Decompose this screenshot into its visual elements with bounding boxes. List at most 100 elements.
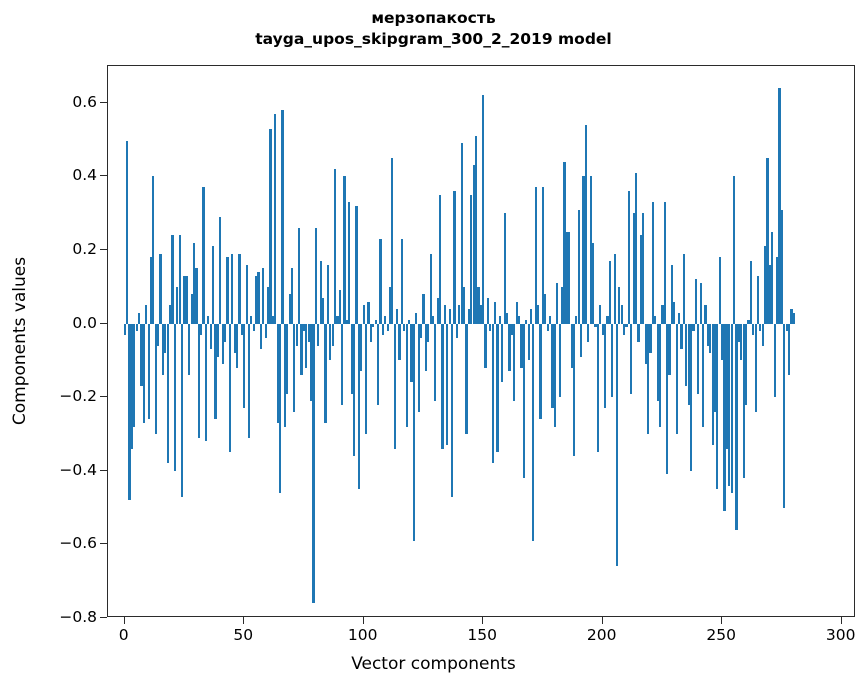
- bar: [200, 323, 203, 335]
- bar: [553, 323, 556, 427]
- bar: [269, 128, 272, 324]
- x-tick-label: 150: [467, 626, 497, 644]
- bar: [754, 323, 757, 412]
- bar: [735, 323, 738, 530]
- bar: [580, 323, 583, 357]
- bar: [142, 323, 145, 423]
- bar: [527, 323, 530, 361]
- y-tick-label: 0.6: [72, 92, 97, 111]
- bar: [680, 323, 683, 350]
- bar: [749, 261, 752, 324]
- bar: [599, 305, 602, 324]
- bar: [391, 158, 394, 324]
- x-tick-label: 100: [347, 626, 378, 644]
- bar: [730, 323, 733, 493]
- x-tick-mark: [362, 617, 364, 624]
- bar: [403, 323, 406, 331]
- bar: [704, 305, 707, 324]
- bar: [448, 308, 451, 324]
- bar: [771, 231, 774, 324]
- bar: [436, 297, 439, 324]
- bar: [494, 301, 497, 324]
- bar-series: [108, 66, 854, 616]
- bar: [221, 323, 224, 365]
- bar: [764, 246, 767, 324]
- bar: [343, 176, 346, 324]
- bar: [701, 323, 705, 427]
- bar: [544, 294, 547, 324]
- bar: [470, 194, 473, 324]
- bar: [458, 305, 461, 324]
- bar: [341, 323, 344, 405]
- bar: [372, 323, 375, 328]
- bar: [353, 323, 356, 457]
- y-tick-label: 0.0: [72, 313, 97, 332]
- bar: [692, 323, 695, 331]
- bar: [623, 323, 626, 335]
- bar: [678, 312, 681, 324]
- bar: [133, 323, 136, 427]
- bar: [288, 294, 291, 324]
- bar: [532, 323, 535, 541]
- bar: [164, 323, 167, 354]
- bar: [742, 323, 745, 479]
- bar: [776, 257, 779, 324]
- bar: [479, 305, 482, 324]
- bar: [522, 323, 525, 479]
- y-tick-mark: [100, 469, 107, 471]
- bar: [706, 323, 709, 346]
- bar: [592, 242, 595, 324]
- plot-area: [107, 65, 855, 617]
- bar: [455, 323, 458, 339]
- bar: [233, 323, 236, 354]
- bar: [274, 113, 277, 324]
- bar: [410, 323, 413, 383]
- x-tick-label: 300: [825, 626, 856, 644]
- bar: [321, 297, 325, 324]
- bar: [666, 323, 669, 475]
- y-axis-ticks: 0.6 0.4 0.2 0.0 −0.2 −0.4 −0.6 −0.8: [0, 0, 107, 696]
- bar: [336, 316, 339, 324]
- y-tick-mark: [100, 396, 107, 398]
- bar: [529, 308, 533, 324]
- bar: [685, 323, 688, 387]
- bar: [498, 316, 501, 324]
- bar: [646, 323, 650, 434]
- bar: [594, 323, 597, 328]
- bar: [128, 323, 131, 501]
- bar: [584, 124, 588, 324]
- bar: [422, 294, 425, 324]
- bar: [465, 323, 468, 434]
- bar: [188, 323, 191, 376]
- bar: [606, 316, 609, 324]
- bar: [393, 323, 396, 449]
- bar: [259, 323, 263, 350]
- bar: [417, 323, 420, 412]
- bar: [209, 323, 212, 350]
- bar: [723, 323, 726, 512]
- bar: [472, 165, 475, 324]
- bar: [226, 257, 229, 324]
- bar: [386, 323, 389, 331]
- bar: [453, 191, 456, 324]
- bar: [364, 323, 368, 434]
- bar: [656, 323, 659, 401]
- bar: [149, 257, 153, 324]
- bar: [489, 323, 492, 331]
- bar: [711, 323, 714, 446]
- bar: [367, 301, 370, 324]
- bar: [250, 316, 253, 324]
- bar: [577, 209, 580, 324]
- bar: [510, 323, 513, 335]
- bar: [513, 323, 516, 401]
- bar: [568, 231, 571, 324]
- bar: [360, 323, 363, 372]
- y-tick-label: −0.4: [59, 460, 97, 479]
- bar: [759, 323, 762, 331]
- bar: [661, 305, 664, 324]
- bar: [257, 272, 260, 324]
- y-tick-label: 0.4: [72, 166, 97, 185]
- bar: [207, 316, 210, 324]
- bar: [290, 268, 294, 324]
- bar: [486, 297, 490, 324]
